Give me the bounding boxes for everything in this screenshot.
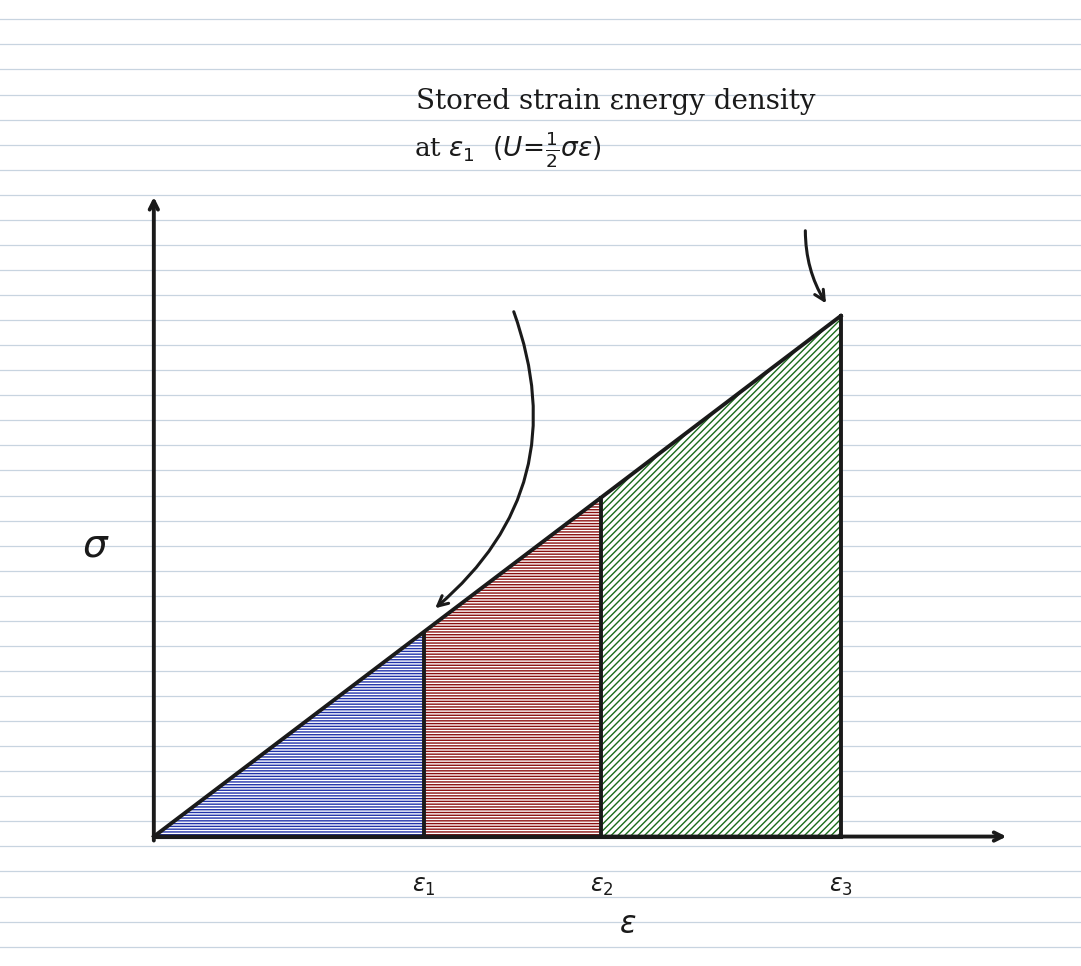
Text: $\varepsilon_2$: $\varepsilon_2$ — [589, 873, 613, 897]
Polygon shape — [154, 634, 424, 837]
Text: at $\varepsilon_1$  $(U\!=\!\frac{1}{2}\sigma\varepsilon)$: at $\varepsilon_1$ $(U\!=\!\frac{1}{2}\s… — [414, 129, 602, 170]
Polygon shape — [601, 316, 841, 837]
Text: $\sigma$: $\sigma$ — [82, 526, 110, 565]
Text: $\varepsilon$: $\varepsilon$ — [619, 910, 637, 939]
Text: $\varepsilon_1$: $\varepsilon_1$ — [412, 873, 436, 897]
Text: Stored strain εnergy density: Stored strain εnergy density — [416, 88, 816, 115]
Text: $\varepsilon_3$: $\varepsilon_3$ — [829, 873, 853, 897]
Polygon shape — [424, 498, 601, 837]
